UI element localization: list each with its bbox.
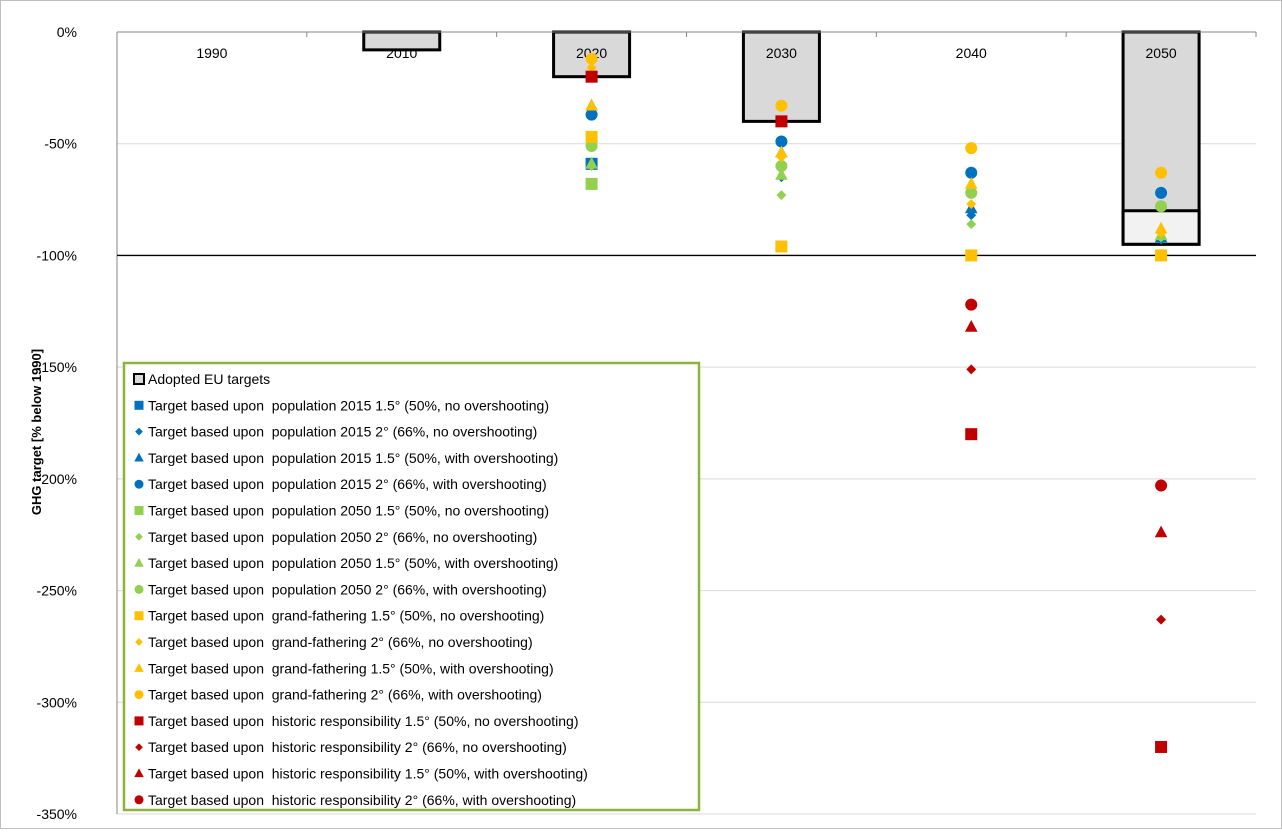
data-point [1155,249,1168,262]
legend-label: Target based upon grand-fathering 1.5° (… [148,608,544,624]
legend-label: Target based upon population 2015 1.5° (… [148,397,549,413]
data-point [585,177,598,190]
legend-marker [134,716,144,726]
legend-marker [134,768,144,778]
legend-marker [134,663,144,672]
data-point [965,298,978,311]
legend-label: Target based upon grand-fathering 2° (66… [148,687,542,703]
y-tick-label: 0% [57,24,77,40]
data-point [965,166,978,179]
legend-box [122,361,701,812]
category-label: 2040 [956,45,987,61]
legend: Adopted EU targets Target based upon popu… [122,361,701,812]
data-point [585,52,598,65]
data-point [776,190,787,201]
data-point [585,98,598,111]
legend-label: Target based upon population 2015 2° (66… [148,424,537,440]
legend-label: Target based upon historic responsibilit… [148,739,567,755]
data-point [965,186,978,199]
data-point [966,219,977,230]
y-tick-label: -100% [37,247,77,263]
legend-label: Target based upon grand-fathering 1.5° (… [148,660,554,676]
y-tick-label: -50% [44,136,77,152]
data-point [965,249,978,262]
data-points [585,52,1168,753]
data-point [1155,166,1168,179]
legend-marker [134,795,144,805]
data-point [585,156,598,169]
data-point [965,428,978,441]
data-point [585,131,598,144]
legend-label: Target based upon historic responsibilit… [148,713,579,729]
category-labels: 199020102020203020402050 [196,45,1177,61]
data-point [965,142,978,155]
legend-marker [134,400,144,410]
legend-label: Target based upon historic responsibilit… [148,766,588,782]
data-point [1156,614,1167,625]
data-point [1154,221,1168,234]
data-point [775,115,788,128]
data-point [1155,200,1168,213]
legend-label: Target based upon population 2015 2° (66… [148,476,547,492]
category-label: 1990 [196,45,227,61]
data-point [775,160,788,173]
y-tick-label: -250% [37,583,77,599]
legend-label: Target based upon population 2050 2° (66… [148,581,547,597]
legend-label: Target based upon historic responsibilit… [148,792,576,808]
data-point [775,145,788,158]
legend-label: Target based upon population 2050 2° (66… [148,529,537,545]
legend-label: Target based upon population 2050 1.5° (… [148,555,558,571]
legend-marker [134,584,144,594]
data-point [966,199,977,209]
data-point [775,240,788,253]
category-label: 2050 [1146,45,1177,61]
data-point [1155,740,1168,753]
data-point [1154,525,1168,538]
legend-marker [134,557,144,567]
axes [116,31,1257,814]
data-point [585,108,598,121]
data-point [1155,186,1168,199]
legend-marker [135,532,143,541]
data-point [966,364,977,375]
legend-marker [134,506,144,515]
data-point [964,177,978,189]
category-label: 2030 [766,45,797,61]
legend-marker [135,427,143,436]
legend-swatch-bar [133,373,145,385]
legend-marker [134,452,144,462]
legend-marker [134,690,144,700]
eu-target-bars [362,30,1201,246]
legend-marker [135,638,143,646]
data-point [964,320,978,332]
legend-marker [135,743,143,752]
y-tick-label: -350% [37,806,77,822]
data-point [585,70,598,83]
y-tick-label: -300% [37,694,77,710]
y-axis-label: GHG target [% below 1990] [29,349,44,515]
y-tick-label: -200% [37,471,77,487]
data-point [775,99,788,112]
legend-label: Target based upon population 2015 1.5° (… [148,450,558,466]
category-label: 2010 [386,45,417,61]
legend-marker [134,611,144,621]
legend-label: Adopted EU targets [148,371,270,387]
y-tick-label: -150% [37,359,77,375]
data-point [775,135,788,148]
legend-marker [134,479,144,489]
data-point [1155,479,1168,492]
legend-label: Target based upon grand-fathering 2° (66… [148,634,533,650]
data-point [775,168,788,180]
data-point [586,62,597,73]
y-tick-labels: 0% -50% -100% -150% -200% -250% -300% -350% [37,24,77,822]
legend-label: Target based upon population 2050 1.5° (… [148,503,549,519]
